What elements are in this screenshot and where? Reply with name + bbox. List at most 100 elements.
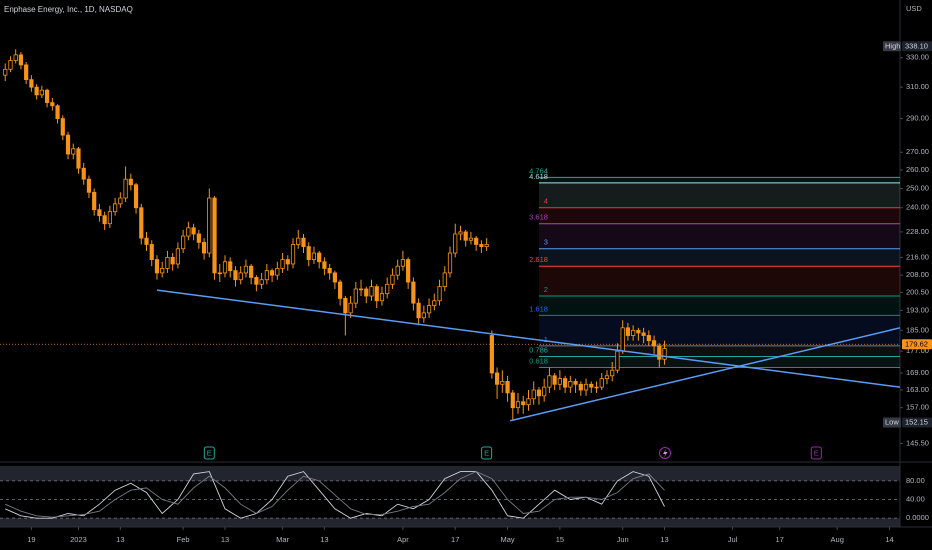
candle-body xyxy=(348,302,353,314)
candle-body xyxy=(306,246,311,260)
candle-body xyxy=(610,369,615,377)
y-tick-label: 250.00 xyxy=(906,183,929,192)
candle-body xyxy=(599,378,604,388)
candle-body xyxy=(133,184,139,209)
candle-body xyxy=(201,241,207,254)
trendline xyxy=(156,289,901,388)
candle-body xyxy=(212,197,217,274)
high-label: High xyxy=(885,41,900,50)
fib-band xyxy=(538,345,900,357)
last-value: 179.62 xyxy=(905,339,928,348)
fib-label: 0.618 xyxy=(529,356,548,365)
candle-body xyxy=(563,378,568,388)
fib-band xyxy=(538,248,900,267)
candle-body xyxy=(29,79,34,88)
candle-body xyxy=(631,329,636,336)
candle-body xyxy=(65,134,71,155)
y-tick-label: 240.00 xyxy=(906,203,929,212)
candle-body xyxy=(411,281,416,304)
indicator-line xyxy=(5,471,665,518)
candle-body xyxy=(154,259,160,274)
high-tag xyxy=(902,41,932,52)
candle-body xyxy=(453,233,458,254)
x-tick-label: Jun xyxy=(617,535,629,544)
candle-body xyxy=(107,211,112,225)
x-tick-label: Mar xyxy=(276,535,289,544)
candle-body xyxy=(144,237,149,245)
event-label: E xyxy=(484,448,489,457)
indicator-tick-label: 40.00 xyxy=(906,495,925,504)
fib-label: 1.618 xyxy=(529,304,548,313)
x-tick-label: 17 xyxy=(451,535,459,544)
candle-body xyxy=(494,372,500,385)
candle-body xyxy=(102,215,107,225)
candle-body xyxy=(636,329,641,334)
candle-body xyxy=(568,381,573,388)
candle-body xyxy=(437,286,442,302)
candle-body xyxy=(238,272,243,281)
x-tick-label: 17 xyxy=(775,535,783,544)
candle-body xyxy=(317,252,322,263)
candle-body xyxy=(249,265,254,278)
candle-body xyxy=(311,252,317,260)
candle-body xyxy=(385,283,390,295)
candle-body xyxy=(296,237,301,245)
candle-body xyxy=(426,305,432,314)
candle-body xyxy=(81,167,86,180)
candle-body xyxy=(301,237,306,247)
x-tick-label: Jul xyxy=(728,535,738,544)
candle-body xyxy=(18,54,24,66)
candle-body xyxy=(620,327,625,352)
event-badge xyxy=(203,446,215,460)
fib-label: 2 xyxy=(544,285,548,294)
y-tick-label: 208.00 xyxy=(906,270,929,279)
candle-body xyxy=(358,288,364,291)
x-tick-label: 13 xyxy=(221,535,229,544)
candle-body xyxy=(113,203,118,213)
candle-body xyxy=(583,383,589,391)
y-tick-label: 310.00 xyxy=(906,82,929,91)
candle-body xyxy=(390,274,395,285)
event-badge xyxy=(810,446,822,460)
candle-body xyxy=(468,237,474,241)
candle-body xyxy=(128,178,133,186)
y-tick-label: 185.00 xyxy=(906,325,929,334)
event-badge xyxy=(481,446,493,460)
candle-body xyxy=(531,389,536,400)
y-tick-label: 163.00 xyxy=(906,385,929,394)
candle-body xyxy=(8,60,13,70)
fib-band xyxy=(538,177,900,183)
y-tick-label: 228.00 xyxy=(906,227,929,236)
candle-body xyxy=(515,401,521,409)
high-value: 338.10 xyxy=(905,41,928,50)
candle-body xyxy=(50,102,55,107)
candle-body xyxy=(400,259,406,267)
candle-body xyxy=(442,272,447,288)
candle-body xyxy=(463,231,468,241)
indicator-tick-label: 0.0000 xyxy=(906,513,929,522)
low-value: 152.15 xyxy=(905,417,928,426)
fib-label: 4.618 xyxy=(529,172,548,181)
x-tick-label: Feb xyxy=(177,535,190,544)
y-tick-label: 200.50 xyxy=(906,287,929,296)
oversold-band xyxy=(0,518,900,527)
candle-body xyxy=(364,288,369,297)
candle-body xyxy=(657,345,662,360)
candle-body xyxy=(338,281,343,299)
event-label: E xyxy=(207,448,212,457)
candle-body xyxy=(139,207,144,239)
x-tick-label: 19 xyxy=(27,535,35,544)
fib-label: 2.618 xyxy=(529,255,548,264)
candle-body xyxy=(662,348,667,360)
y-tick-label: 169.00 xyxy=(906,368,929,377)
candle-body xyxy=(432,300,437,306)
candle-body xyxy=(34,86,39,96)
fib-band xyxy=(538,182,900,208)
candle-body xyxy=(44,89,50,104)
candle-body xyxy=(510,392,515,409)
candle-body xyxy=(264,270,269,281)
fib-label: 4 xyxy=(544,197,548,206)
candle-body xyxy=(186,227,191,237)
chart-title: Enphase Energy, Inc., 1D, NASDAQ xyxy=(4,5,133,14)
